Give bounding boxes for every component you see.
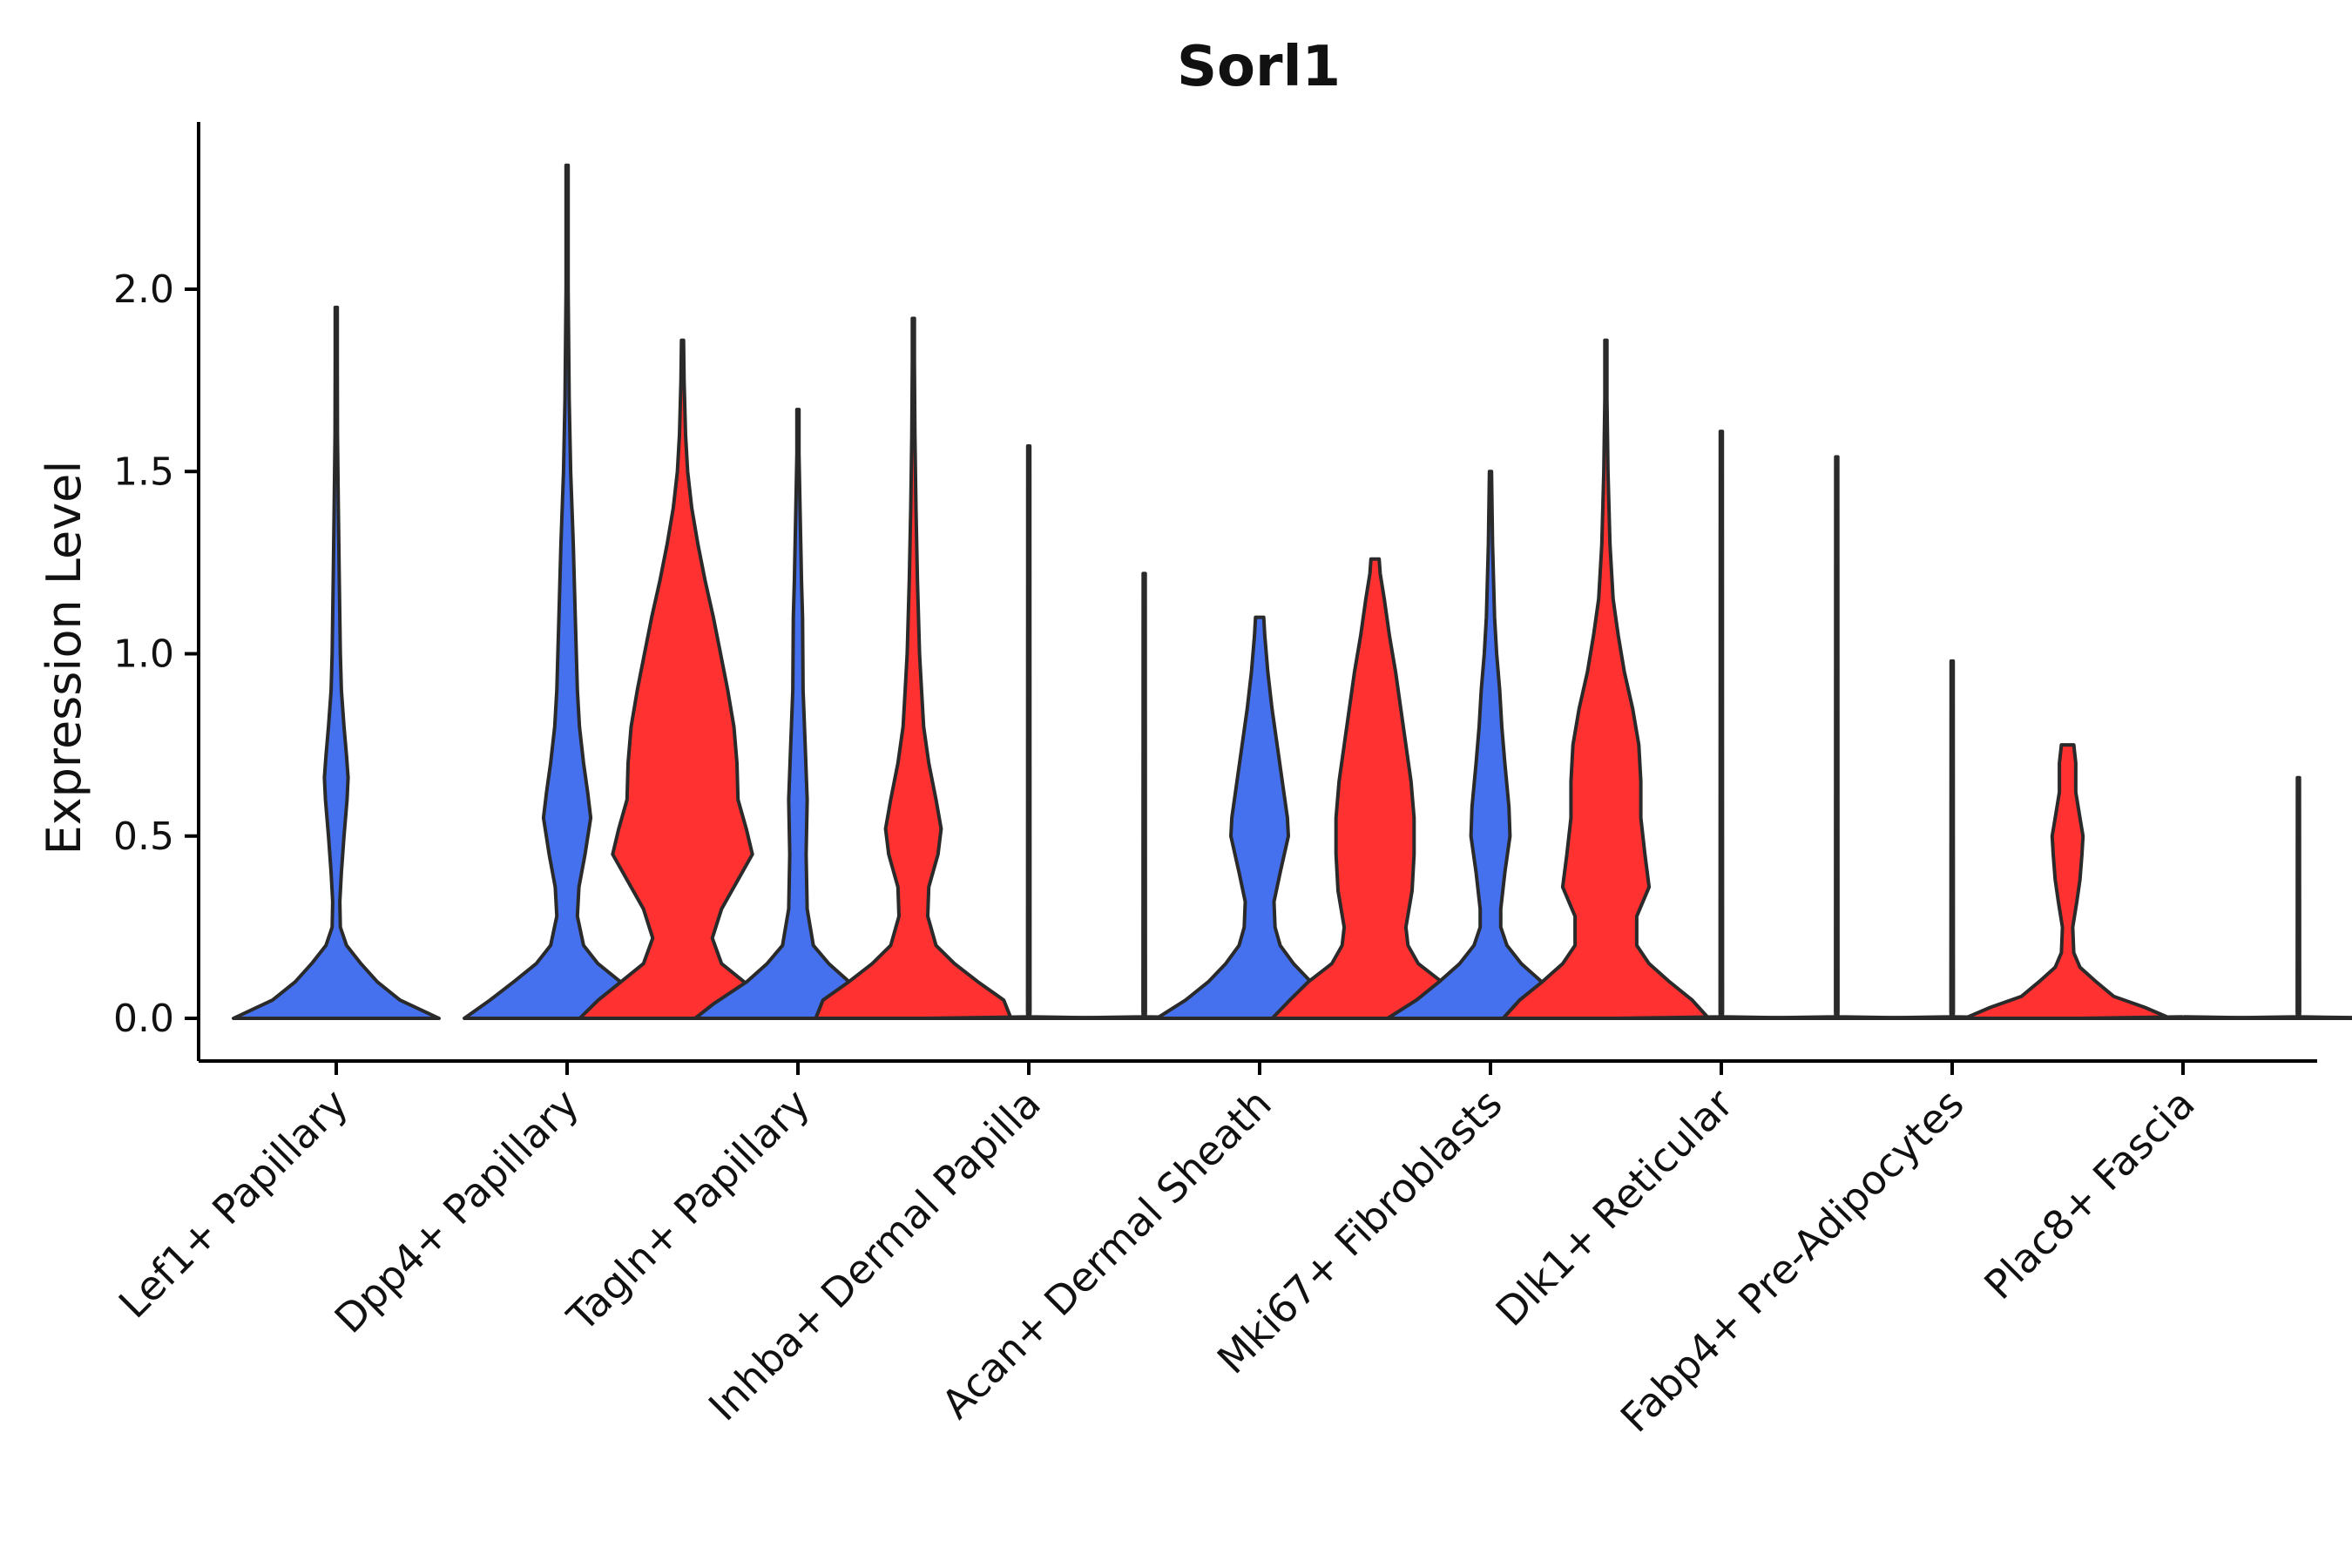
violin-tagln-papillary-red [814, 316, 1013, 1020]
violin-plac8-fascia-red [2193, 775, 2352, 1020]
y-axis-title: Expression Level [37, 461, 91, 855]
violin-mki67-fibroblasts-red [1501, 338, 1711, 1020]
violin-mki67-fibroblasts-blue [1386, 470, 1595, 1020]
violin-inhba-dermal-papilla-red [1039, 571, 1249, 1020]
violin-inhba-dermal-papilla-blue [924, 444, 1133, 1020]
violin-acan-dermal-sheath-blue [1155, 615, 1364, 1020]
x-tick-label: Tagln+ Papillary [558, 1080, 819, 1342]
violin-fabp4-pre-adipocytes-red [1963, 743, 2173, 1020]
violin-dpp4-papillary-red [578, 338, 787, 1020]
violin-fabp4-pre-adipocytes-blue [1848, 659, 2057, 1020]
y-ticks: 0.0 0.5 1.0 1.5 2.0 [113, 267, 199, 1041]
y-tick-label: 0.5 [113, 814, 174, 859]
violin-dlk1-reticular-blue [1617, 429, 1826, 1020]
y-tick-label: 2.0 [113, 267, 174, 312]
violin-dpp4-papillary-blue [463, 163, 672, 1020]
y-tick-label: 0.0 [113, 997, 174, 1041]
y-tick-label: 1.5 [113, 449, 174, 494]
violin-layer [232, 163, 2352, 1020]
violin-tagln-papillary-blue [693, 408, 902, 1020]
violin-acan-dermal-sheath-red [1270, 557, 1480, 1020]
x-tick-label: Plac8+ Fascia [1975, 1080, 2203, 1308]
violin-lef1-papillary-blue [232, 305, 441, 1020]
violin-dlk1-reticular-red [1732, 455, 1942, 1020]
x-tick-label: Dpp4+ Papillary [326, 1080, 588, 1342]
y-tick-label: 1.0 [113, 632, 174, 677]
chart-title: Sorl1 [1177, 35, 1341, 99]
x-tick-label: Dlk1+ Reticular [1487, 1080, 1742, 1335]
x-tick-label: Lef1+ Papillary [110, 1080, 357, 1328]
